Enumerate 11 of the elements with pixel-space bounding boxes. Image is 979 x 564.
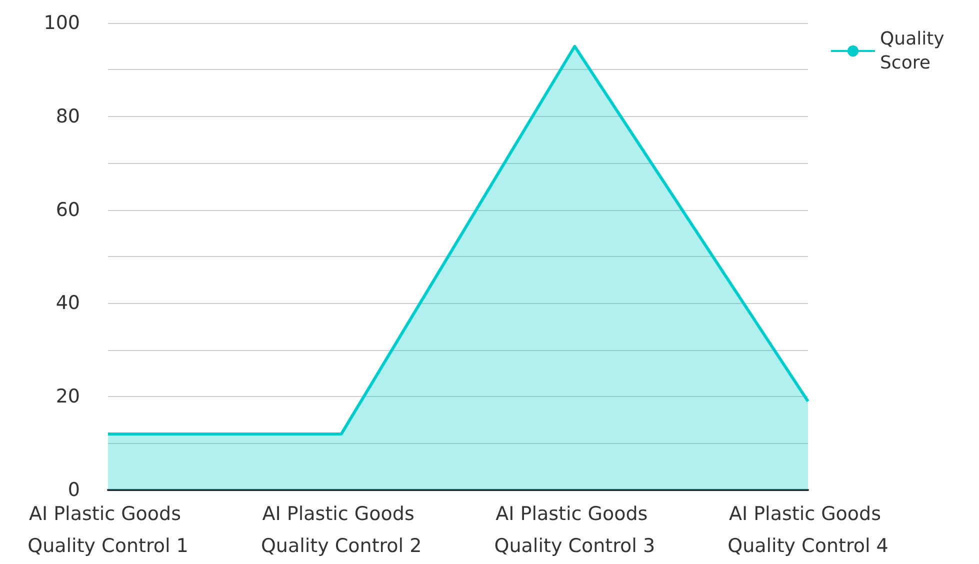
y-tick-label: 60 xyxy=(56,198,80,221)
x-tick-label: AI Plastic Goods Quality Control 2 xyxy=(260,503,422,557)
x-tick-label: AI Plastic Goods Quality Control 4 xyxy=(728,503,888,557)
x-tick-label: AI Plastic Goods Quality Control 1 xyxy=(28,503,188,557)
y-tick-label: 40 xyxy=(56,292,80,314)
y-tick-label: 100 xyxy=(44,12,80,34)
y-tick-label: 0 xyxy=(68,479,80,501)
y-tick-label: 20 xyxy=(56,386,80,408)
y-tick-label: 80 xyxy=(56,105,80,128)
legend-label: Quality Score xyxy=(880,28,950,74)
x-tick-label: AI Plastic Goods Quality Control 3 xyxy=(494,503,656,557)
